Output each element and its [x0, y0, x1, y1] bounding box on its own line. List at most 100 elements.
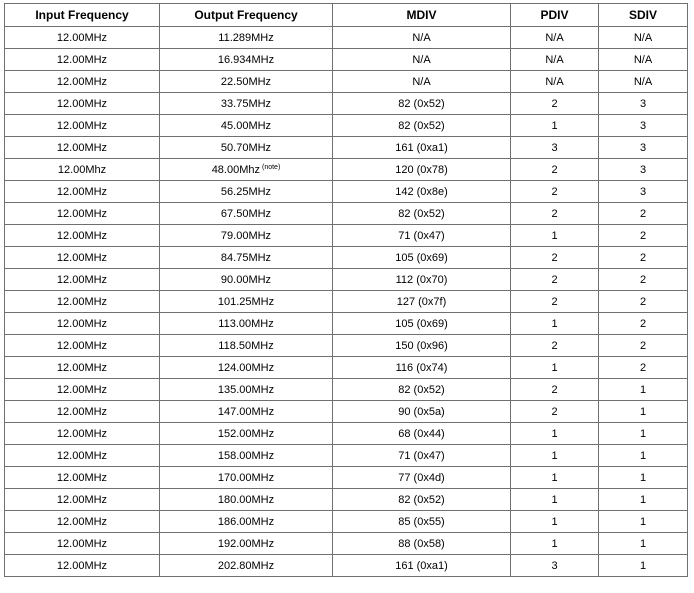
cell-sdiv: 1: [598, 488, 688, 511]
output-frequency-value: 147.00MHz: [217, 405, 275, 418]
cell-input-frequency: 12.00MHz: [4, 268, 160, 291]
cell-output-frequency: 11.289MHz: [159, 26, 333, 49]
cell-sdiv: 2: [598, 246, 688, 269]
cell-output-frequency: 48.00Mhz (note): [159, 158, 333, 181]
cell-pdiv: 1: [510, 224, 599, 247]
cell-sdiv: 1: [598, 554, 688, 577]
cell-input-frequency: 12.00MHz: [4, 356, 160, 379]
cell-sdiv: 2: [598, 290, 688, 313]
output-frequency-value: 56.25MHz: [220, 185, 272, 198]
cell-input-frequency: 12.00MHz: [4, 554, 160, 577]
table-row: 12.00MHz 147.00MHz 90 (0x5a) 2 1: [4, 400, 688, 423]
cell-sdiv: 2: [598, 312, 688, 335]
cell-input-frequency: 12.00MHz: [4, 466, 160, 489]
cell-sdiv: 2: [598, 202, 688, 225]
header-pdiv: PDIV: [510, 3, 599, 27]
table-row: 12.00MHz 113.00MHz 105 (0x69) 1 2: [4, 312, 688, 335]
output-frequency-value: 170.00MHz: [217, 471, 275, 484]
cell-mdiv: 112 (0x70): [332, 268, 511, 291]
table-row: 12.00Mhz 48.00Mhz (note) 120 (0x78) 2 3: [4, 158, 688, 181]
note-marker: (note): [262, 163, 281, 171]
cell-mdiv: 161 (0xa1): [332, 554, 511, 577]
cell-sdiv: 2: [598, 224, 688, 247]
cell-mdiv: 68 (0x44): [332, 422, 511, 445]
cell-sdiv: 3: [598, 136, 688, 159]
output-frequency-value: 202.80MHz: [217, 559, 275, 572]
output-frequency-value: 84.75MHz: [220, 251, 272, 264]
cell-sdiv: 1: [598, 422, 688, 445]
cell-pdiv: 2: [510, 400, 599, 423]
table-row: 12.00MHz 152.00MHz 68 (0x44) 1 1: [4, 422, 688, 445]
table-header: Input Frequency Output Frequency MDIV PD…: [4, 3, 688, 27]
cell-mdiv: 82 (0x52): [332, 488, 511, 511]
cell-output-frequency: 186.00MHz: [159, 510, 333, 533]
table-row: 12.00MHz 50.70MHz 161 (0xa1) 3 3: [4, 136, 688, 159]
cell-sdiv: N/A: [598, 70, 688, 93]
cell-output-frequency: 118.50MHz: [159, 334, 333, 357]
cell-sdiv: 1: [598, 444, 688, 467]
cell-pdiv: N/A: [510, 48, 599, 71]
cell-output-frequency: 16.934MHz: [159, 48, 333, 71]
output-frequency-value: 11.289MHz: [218, 31, 274, 44]
table-row: 12.00MHz 124.00MHz 116 (0x74) 1 2: [4, 356, 688, 379]
header-input-frequency: Input Frequency: [4, 3, 160, 27]
cell-mdiv: N/A: [332, 26, 511, 49]
cell-mdiv: 71 (0x47): [332, 224, 511, 247]
cell-output-frequency: 158.00MHz: [159, 444, 333, 467]
cell-mdiv: 82 (0x52): [332, 92, 511, 115]
pll-frequency-table: Input Frequency Output Frequency MDIV PD…: [4, 3, 688, 577]
table-row: 12.00MHz 180.00MHz 82 (0x52) 1 1: [4, 488, 688, 511]
cell-output-frequency: 50.70MHz: [159, 136, 333, 159]
output-frequency-value: 101.25MHz: [217, 295, 275, 308]
cell-output-frequency: 147.00MHz: [159, 400, 333, 423]
table-body: 12.00MHz 11.289MHz N/A N/A N/A 12.00MHz 16.934…: [4, 26, 688, 577]
cell-input-frequency: 12.00MHz: [4, 290, 160, 313]
cell-mdiv: 90 (0x5a): [332, 400, 511, 423]
table-row: 12.00MHz 84.75MHz 105 (0x69) 2 2: [4, 246, 688, 269]
cell-sdiv: 1: [598, 466, 688, 489]
output-frequency-value: 79.00MHz: [220, 229, 272, 242]
table-row: 12.00MHz 56.25MHz 142 (0x8e) 2 3: [4, 180, 688, 203]
cell-input-frequency: 12.00MHz: [4, 114, 160, 137]
table-row: 12.00MHz 79.00MHz 71 (0x47) 1 2: [4, 224, 688, 247]
cell-pdiv: 2: [510, 246, 599, 269]
cell-input-frequency: 12.00MHz: [4, 334, 160, 357]
output-frequency-value: 186.00MHz: [217, 515, 275, 528]
cell-mdiv: N/A: [332, 48, 511, 71]
table-row: 12.00MHz 11.289MHz N/A N/A N/A: [4, 26, 688, 49]
cell-mdiv: 120 (0x78): [332, 158, 511, 181]
cell-input-frequency: 12.00MHz: [4, 444, 160, 467]
cell-output-frequency: 124.00MHz: [159, 356, 333, 379]
cell-output-frequency: 135.00MHz: [159, 378, 333, 401]
output-frequency-value: 22.50MHz: [220, 75, 272, 88]
cell-pdiv: N/A: [510, 70, 599, 93]
table-row: 12.00MHz 67.50MHz 82 (0x52) 2 2: [4, 202, 688, 225]
cell-pdiv: 1: [510, 422, 599, 445]
cell-mdiv: 116 (0x74): [332, 356, 511, 379]
output-frequency-value: 158.00MHz: [217, 449, 275, 462]
cell-mdiv: 105 (0x69): [332, 312, 511, 335]
cell-sdiv: 1: [598, 510, 688, 533]
cell-output-frequency: 152.00MHz: [159, 422, 333, 445]
cell-sdiv: 3: [598, 158, 688, 181]
cell-pdiv: 2: [510, 92, 599, 115]
output-frequency-value: 180.00MHz: [217, 493, 275, 506]
table-row: 12.00MHz 202.80MHz 161 (0xa1) 3 1: [4, 554, 688, 577]
cell-pdiv: 2: [510, 180, 599, 203]
output-frequency-value: 124.00MHz: [217, 361, 275, 374]
cell-input-frequency: 12.00MHz: [4, 180, 160, 203]
table-row: 12.00MHz 22.50MHz N/A N/A N/A: [4, 70, 688, 93]
cell-input-frequency: 12.00MHz: [4, 488, 160, 511]
cell-pdiv: 2: [510, 290, 599, 313]
cell-output-frequency: 170.00MHz: [159, 466, 333, 489]
cell-output-frequency: 192.00MHz: [159, 532, 333, 555]
cell-mdiv: 150 (0x96): [332, 334, 511, 357]
cell-input-frequency: 12.00MHz: [4, 202, 160, 225]
cell-mdiv: 82 (0x52): [332, 378, 511, 401]
cell-input-frequency: 12.00MHz: [4, 312, 160, 335]
cell-mdiv: 82 (0x52): [332, 202, 511, 225]
header-output-frequency: Output Frequency: [159, 3, 333, 27]
cell-output-frequency: 56.25MHz: [159, 180, 333, 203]
cell-pdiv: 2: [510, 334, 599, 357]
table-row: 12.00MHz 118.50MHz 150 (0x96) 2 2: [4, 334, 688, 357]
